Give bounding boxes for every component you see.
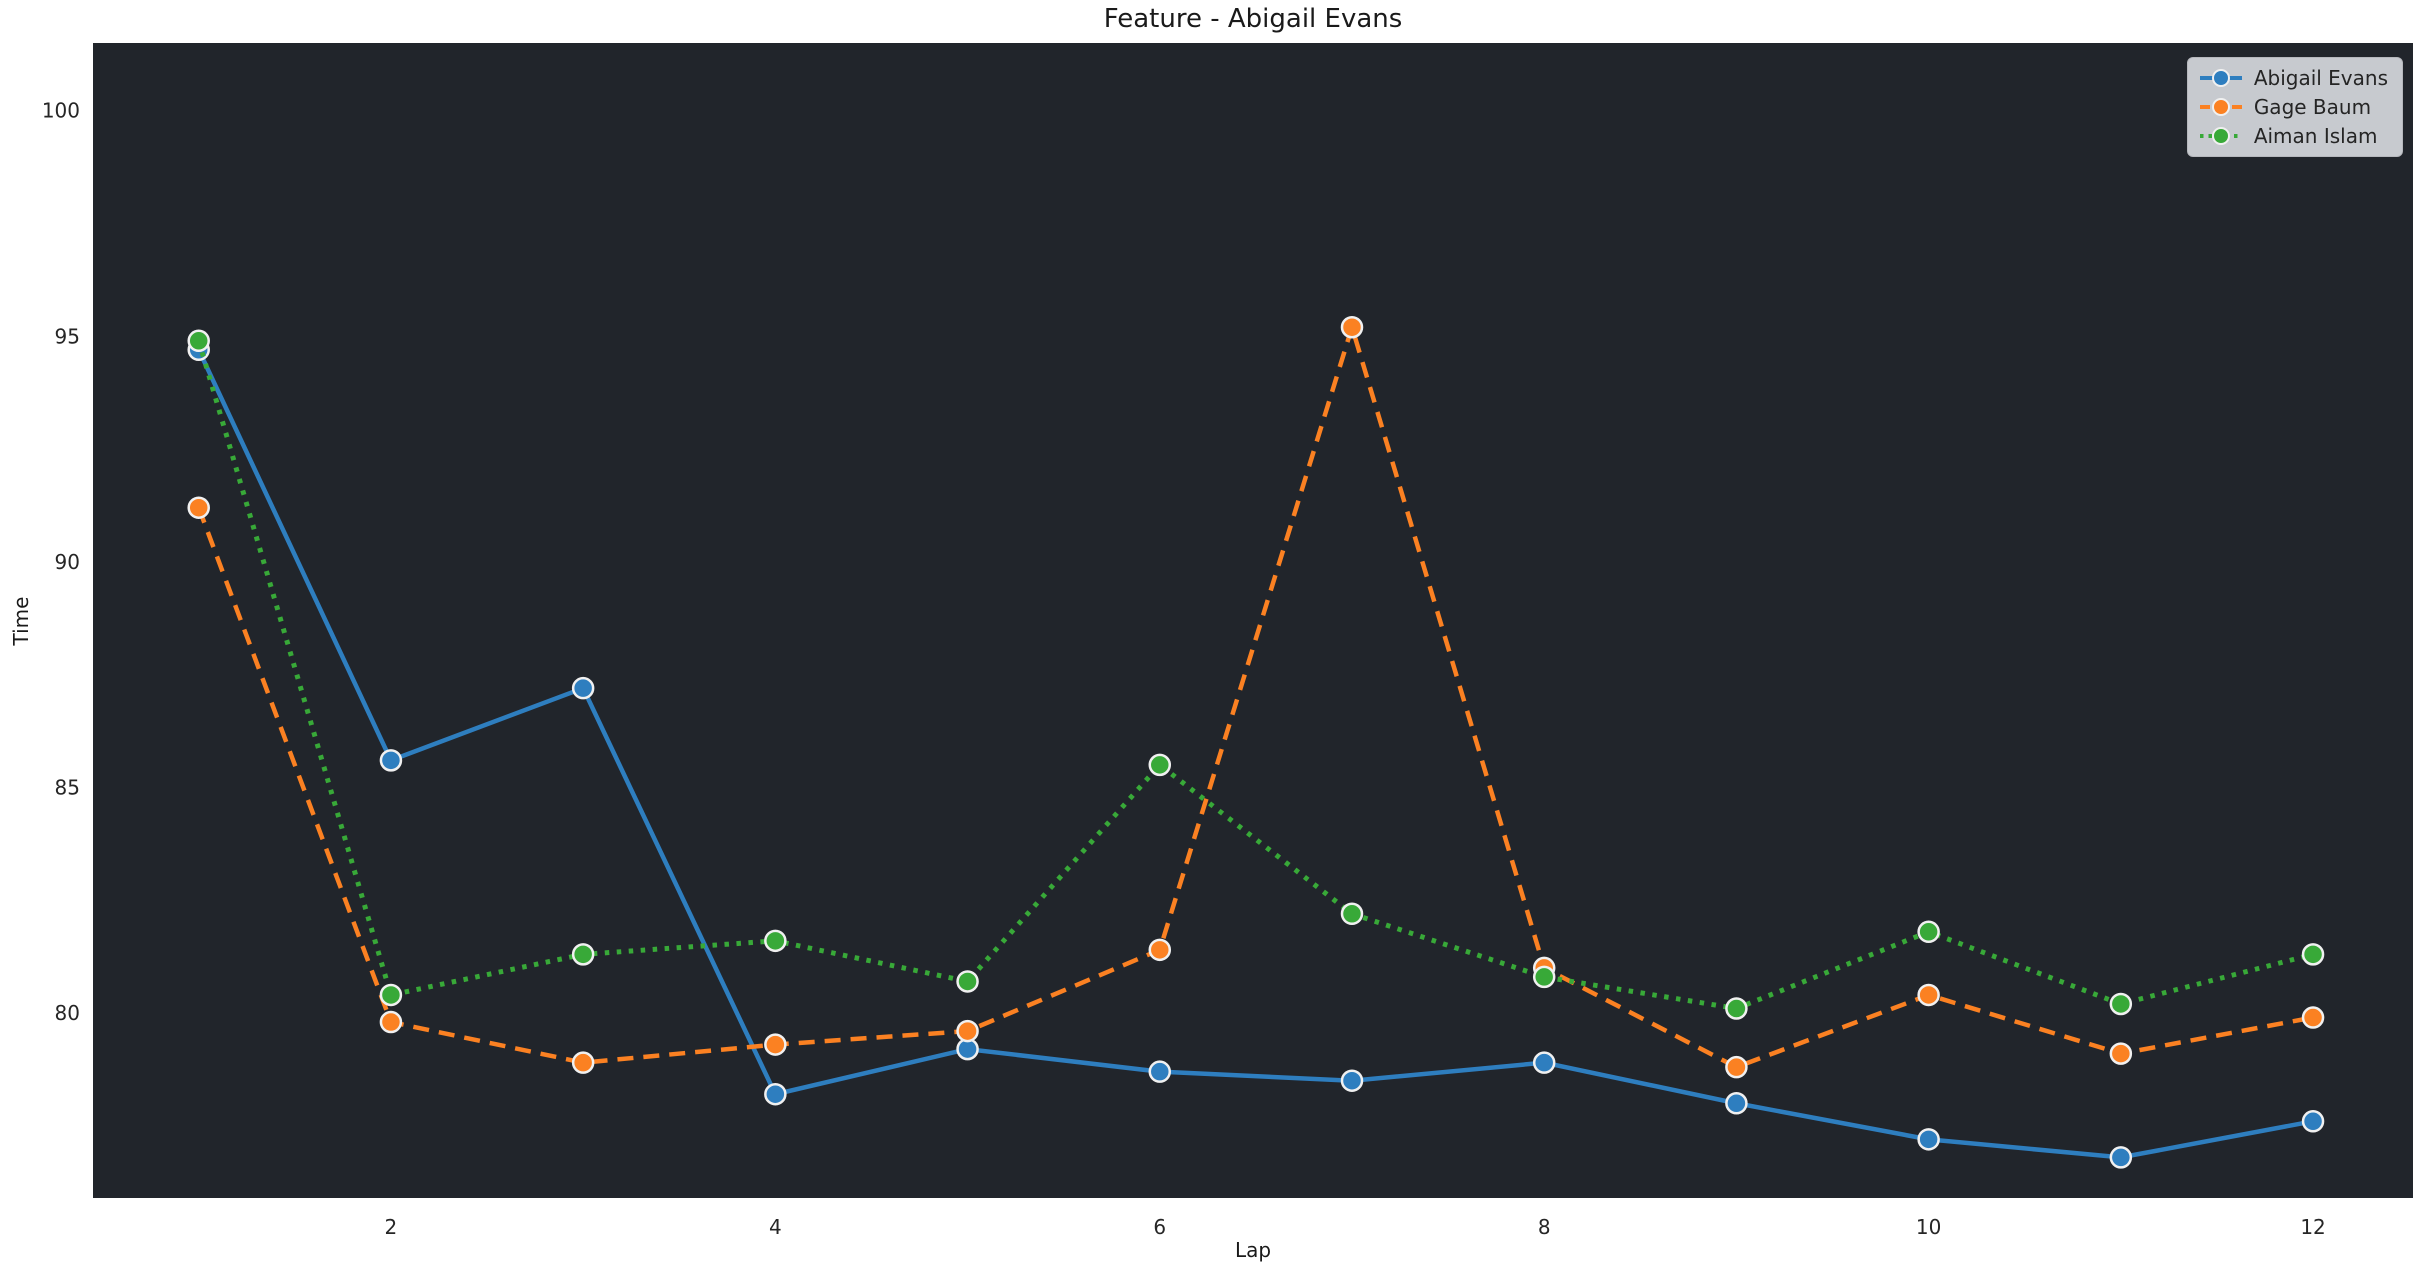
x-tick-label: 4 [769, 1215, 782, 1239]
marker-gage-baum [1917, 983, 1940, 1007]
marker-gage-baum [1340, 315, 1364, 339]
marker-aiman-islam [1725, 997, 1748, 1020]
marker-aiman-islam [187, 329, 210, 353]
legend-handle-icon [2199, 69, 2242, 87]
marker-aiman-islam [764, 929, 787, 953]
marker-gage-baum [1148, 938, 1172, 962]
marker-gage-baum [2109, 1042, 2133, 1065]
series-line-abigail-evans [196, 348, 2314, 1160]
y-tick-label: 100 [42, 99, 80, 123]
x-tick-label: 6 [1153, 1215, 1166, 1239]
x-tick-label: 12 [2300, 1215, 2325, 1239]
marker-abigail-evans [1917, 1128, 1940, 1151]
legend-marker [2211, 98, 2230, 116]
legend-label: Aiman Islam [2253, 124, 2378, 148]
legend-label: Gage Baum [2253, 95, 2372, 119]
marker-aiman-islam [1340, 902, 1364, 926]
marker-aiman-islam [1532, 965, 1556, 989]
plot-background [93, 43, 2413, 1198]
marker-aiman-islam [2109, 992, 2133, 1016]
legend-item: Aiman Islam [2198, 123, 2388, 149]
x-tick-label: 2 [385, 1215, 398, 1239]
marker-gage-baum [379, 1010, 403, 1034]
marker-abigail-evans [379, 749, 403, 772]
x-tick-label: 10 [1916, 1215, 1941, 1239]
marker-abigail-evans [1532, 1051, 1556, 1074]
y-tick-label: 80 [55, 1001, 80, 1025]
marker-abigail-evans [1340, 1069, 1364, 1092]
marker-abigail-evans [2109, 1146, 2133, 1169]
x-axis-label: Lap [1234, 1238, 1272, 1262]
legend-marker [2211, 69, 2230, 87]
y-tick-label: 85 [55, 775, 80, 799]
y-tick-label: 90 [55, 550, 80, 574]
marker-abigail-evans [2301, 1110, 2325, 1133]
chart-title: Feature - Abigail Evans [1103, 4, 1403, 34]
marker-gage-baum [187, 496, 210, 519]
marker-gage-baum [2301, 1006, 2325, 1029]
y-axis-label: Time [9, 596, 33, 646]
marker-abigail-evans [1725, 1092, 1748, 1115]
legend-label: Abigail Evans [2253, 66, 2388, 90]
legend: Abigail Evans Gage Baum Aiman Islam [2186, 57, 2403, 157]
marker-aiman-islam [379, 983, 403, 1007]
marker-gage-baum [764, 1033, 787, 1056]
legend-handle-icon [2199, 98, 2242, 116]
legend-handle-icon [2199, 127, 2242, 145]
series-line-gage-baum [196, 319, 2314, 1070]
marker-gage-baum [956, 1019, 979, 1043]
y-tick-label: 95 [55, 324, 80, 348]
marker-gage-baum [1725, 1055, 1748, 1079]
legend-item: Gage Baum [2198, 94, 2388, 120]
marker-aiman-islam [571, 943, 595, 966]
marker-aiman-islam [2301, 943, 2325, 966]
legend-marker [2211, 127, 2230, 145]
marker-abigail-evans [764, 1082, 787, 1106]
series-line-aiman-islam [196, 340, 2314, 1012]
marker-aiman-islam [1917, 920, 1940, 944]
marker-aiman-islam [956, 970, 979, 993]
marker-gage-baum [571, 1051, 595, 1074]
marker-abigail-evans [571, 676, 595, 700]
marker-aiman-islam [1148, 753, 1172, 777]
marker-abigail-evans [1148, 1060, 1172, 1083]
legend-item: Abigail Evans [2198, 65, 2388, 91]
x-tick-label: 8 [1538, 1215, 1551, 1239]
